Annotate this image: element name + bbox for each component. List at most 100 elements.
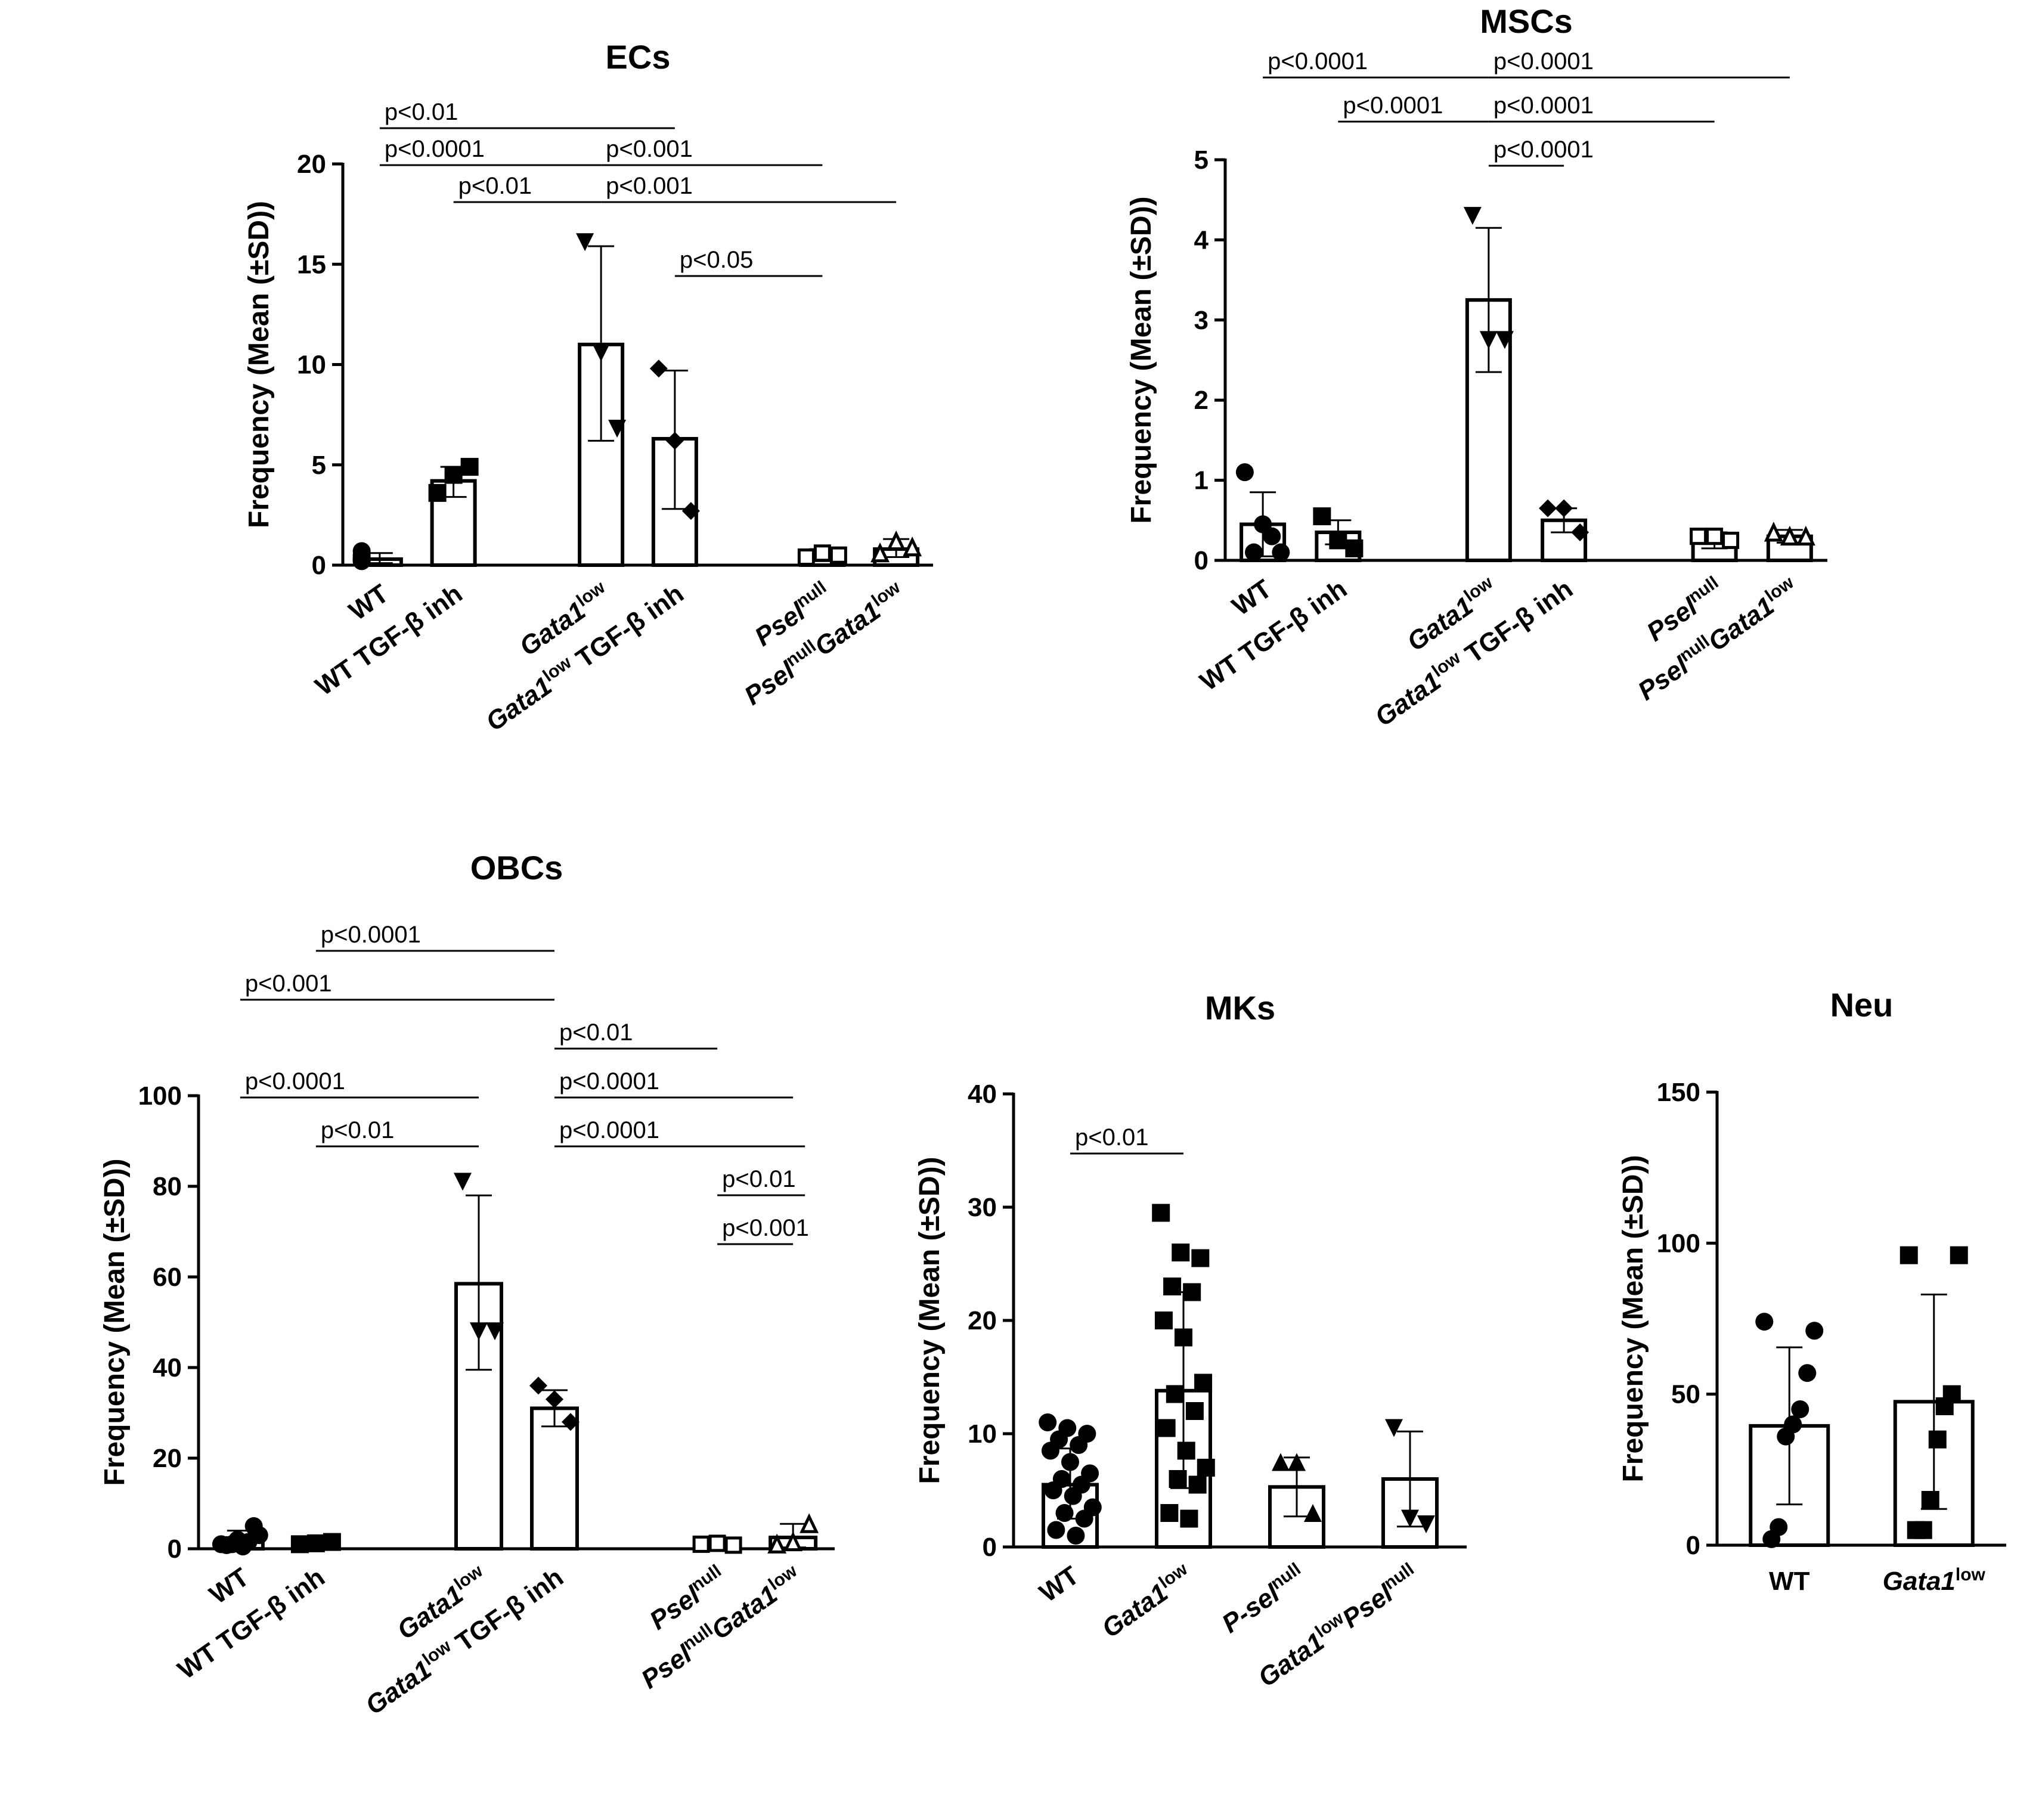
data-point-circle (244, 1517, 263, 1535)
y-tick-label: 10 (297, 351, 326, 380)
data-point-square-open (1706, 528, 1724, 545)
data-point-triangle-down (576, 233, 594, 252)
data-point-diamond (681, 502, 700, 520)
data-point-circle (1791, 1400, 1809, 1418)
data-point-square (1345, 539, 1364, 557)
category-label-part: WT TGF-β inh (1195, 574, 1352, 697)
data-point-square-open (829, 546, 847, 564)
category-label-part: Gata1 (1253, 1627, 1330, 1692)
data-point-square-open (708, 1534, 726, 1552)
y-tick-label: 50 (1671, 1380, 1700, 1409)
data-point-square (1175, 1328, 1192, 1347)
y-tick-label: 60 (153, 1263, 182, 1292)
y-axis-label: Frequency (Mean (±SD)) (1126, 196, 1157, 523)
data-point-square (1928, 1430, 1947, 1449)
data-point-square (1197, 1459, 1215, 1477)
data-point-triangle-open (767, 1533, 787, 1554)
data-point-square (1191, 1249, 1210, 1267)
data-point-circle (1055, 1504, 1074, 1522)
category-label-part: WT (343, 579, 393, 626)
y-tick-label: 1 (1194, 466, 1209, 495)
significance-label: p<0.01 (559, 1019, 633, 1046)
significance-label: p<0.05 (680, 247, 753, 273)
data-point-triangle-down (592, 343, 611, 362)
data-point-triangle-open (1764, 522, 1783, 542)
chart-title: Neu (1830, 986, 1894, 1024)
y-tick-label: 4 (1194, 225, 1209, 255)
data-point-circle (1755, 1313, 1774, 1331)
data-point-diamond (546, 1390, 564, 1409)
x-category-label: WT TGF-β inh (1195, 574, 1352, 697)
y-tick-label: 40 (968, 1080, 997, 1109)
data-point-triangle-down (1479, 331, 1498, 349)
data-point-square (1921, 1491, 1939, 1509)
significance-label: p<0.01 (321, 1117, 394, 1143)
data-point-circle (1245, 543, 1263, 562)
data-point-square (306, 1534, 325, 1552)
data-point-square (1172, 1244, 1190, 1261)
data-point-square (460, 458, 479, 476)
x-category-label: WT TGF-β inh (172, 1562, 330, 1685)
y-tick-label: 100 (138, 1081, 182, 1111)
data-point-triangle-open (870, 542, 890, 563)
category-label-part: Gata1 (1369, 666, 1446, 732)
data-point-circle (1067, 1527, 1085, 1545)
x-category-label: WT (1034, 1561, 1084, 1608)
y-axis-label: Frequency (Mean (±SD)) (1618, 1155, 1649, 1482)
data-point-diamond (1555, 499, 1573, 517)
category-label-part: Gata1 (1703, 591, 1779, 657)
data-point-triangle-down (1417, 1515, 1435, 1533)
significance-label: p<0.01 (1075, 1124, 1148, 1151)
chart-title: MKs (1205, 989, 1275, 1027)
data-point-triangle-down (485, 1322, 504, 1341)
y-tick-label: 0 (983, 1533, 997, 1562)
y-tick-label: 10 (968, 1419, 997, 1449)
data-point-circle (1235, 463, 1254, 482)
data-point-circle (1762, 1530, 1781, 1548)
data-point-diamond (1571, 523, 1589, 541)
data-point-square (1950, 1246, 1968, 1264)
data-point-diamond (1539, 499, 1557, 517)
y-tick-label: 0 (1686, 1531, 1700, 1560)
significance-label: p<0.0001 (559, 1117, 659, 1143)
data-point-square (1152, 1204, 1170, 1222)
significance-label: p<0.0001 (1493, 92, 1594, 119)
y-tick-label: 20 (297, 150, 326, 179)
significance-label: p<0.0001 (1268, 48, 1368, 75)
x-category-label: WT (204, 1562, 254, 1610)
data-point-square (1163, 1278, 1182, 1295)
data-point-circle (1272, 543, 1290, 562)
category-label-part: Gata1 (360, 1655, 436, 1720)
y-tick-label: 0 (312, 551, 326, 580)
data-point-square (1183, 1283, 1201, 1301)
data-point-square (1169, 1470, 1187, 1488)
bar-gata1low-tgf-inh (530, 1406, 580, 1551)
data-point-square (1313, 507, 1331, 526)
chart-title: OBCs (470, 849, 563, 886)
data-point-square (290, 1535, 309, 1554)
data-point-square (1166, 1385, 1184, 1403)
data-point-diamond (665, 432, 684, 450)
y-tick-label: 20 (968, 1306, 997, 1335)
data-point-triangle-down (608, 420, 627, 438)
data-point-square-open (813, 544, 831, 562)
significance-label: p<0.0001 (1343, 92, 1443, 119)
category-label-part: WT TGF-β inh (172, 1562, 330, 1685)
category-label-part: Gata1 (810, 596, 886, 662)
data-point-circle (218, 1536, 236, 1554)
data-point-square (428, 483, 447, 502)
y-tick-label: 15 (297, 250, 326, 279)
significance-label: p<0.001 (606, 136, 693, 162)
data-point-circle (1061, 1453, 1079, 1471)
data-point-circle (1777, 1427, 1795, 1446)
data-point-triangle-down (1495, 331, 1514, 349)
significance-label: p<0.0001 (1493, 137, 1594, 163)
data-point-triangle-down (1463, 207, 1482, 225)
data-point-circle (1075, 1509, 1093, 1528)
y-axis-label: Frequency (Mean (±SD)) (99, 1158, 131, 1486)
data-point-square (1177, 1441, 1195, 1460)
data-point-square (1907, 1521, 1925, 1539)
y-tick-label: 3 (1194, 306, 1209, 335)
